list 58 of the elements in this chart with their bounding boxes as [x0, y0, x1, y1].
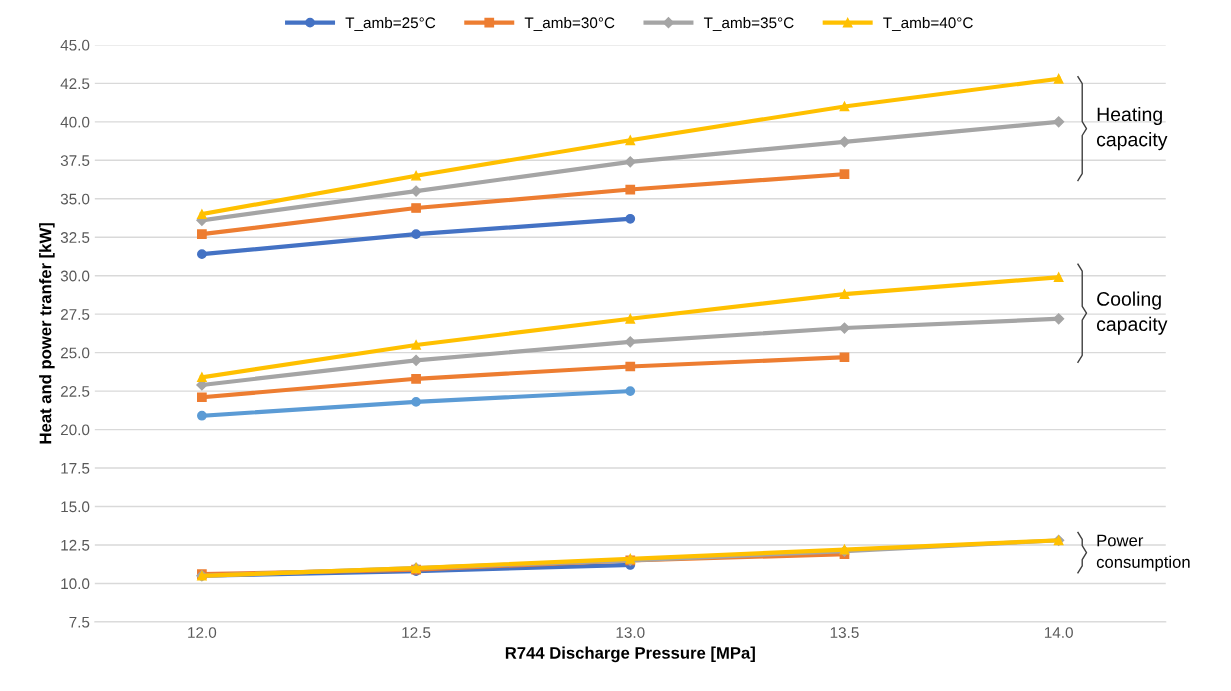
point: [411, 203, 421, 213]
point: [197, 372, 207, 383]
point: [411, 170, 421, 181]
point: [625, 135, 636, 146]
annotation: Heating capacity: [1096, 106, 1168, 151]
point: [1053, 116, 1065, 128]
y-tick-label: 40.0: [60, 116, 90, 128]
point: [411, 373, 421, 384]
legend-label: T_amb=35°C: [703, 16, 794, 32]
point: [625, 313, 636, 324]
point: [197, 410, 207, 421]
y-tick-label: 35.0: [60, 193, 90, 205]
y-tick-label: 27.5: [60, 309, 90, 320]
point: [624, 156, 636, 168]
point: [1053, 272, 1064, 283]
legend-label: T_amb=30°C: [524, 16, 615, 32]
y-tick-label: 12.5: [61, 539, 90, 551]
point: [197, 249, 207, 260]
y-axis-title: Heat and power tranfer [kW]: [39, 223, 55, 444]
y-tick-label: 7.5: [69, 616, 90, 628]
point: [411, 397, 421, 407]
point: [839, 352, 850, 363]
point: [839, 169, 850, 180]
y-tick-label: 32.5: [60, 232, 90, 243]
x-tick-label: 13.5: [830, 627, 859, 638]
point: [411, 340, 421, 350]
legend-label: T_amb=25°C: [345, 16, 436, 32]
y-tick-label: 25.0: [60, 347, 90, 359]
point: [410, 185, 422, 197]
point: [625, 184, 636, 195]
point: [625, 386, 636, 396]
y-tick-label: 37.5: [60, 155, 90, 166]
annotation: Cooling capacity: [1096, 291, 1168, 335]
y-tick-label: 22.5: [60, 385, 90, 397]
point: [197, 229, 207, 240]
point: [625, 361, 636, 372]
point: [197, 209, 207, 220]
x-tick-label: 12.0: [188, 627, 217, 638]
point: [197, 392, 207, 403]
annotation: Power consumption: [1096, 534, 1190, 572]
x-tick-label: 14.0: [1044, 627, 1073, 638]
point: [625, 213, 636, 224]
y-tick-label: 45.0: [60, 39, 90, 51]
point: [839, 101, 850, 112]
y-tick-label: 30.0: [60, 270, 90, 282]
y-tick-label: 17.5: [61, 463, 90, 474]
point: [839, 289, 850, 300]
point: [1053, 313, 1065, 325]
y-tick-label: 42.5: [60, 78, 90, 90]
x-tick-label: 12.5: [402, 627, 431, 638]
x-axis-title: R744 Discharge Pressure [MPa]: [505, 646, 755, 663]
y-tick-label: 20.0: [60, 424, 90, 436]
legend-label: T_amb=40°C: [883, 16, 973, 32]
point: [1053, 73, 1064, 84]
y-tick-label: 10.0: [61, 578, 90, 590]
x-tick-label: 13.0: [616, 627, 645, 638]
y-tick-label: 15.0: [61, 501, 90, 513]
point: [411, 229, 421, 240]
